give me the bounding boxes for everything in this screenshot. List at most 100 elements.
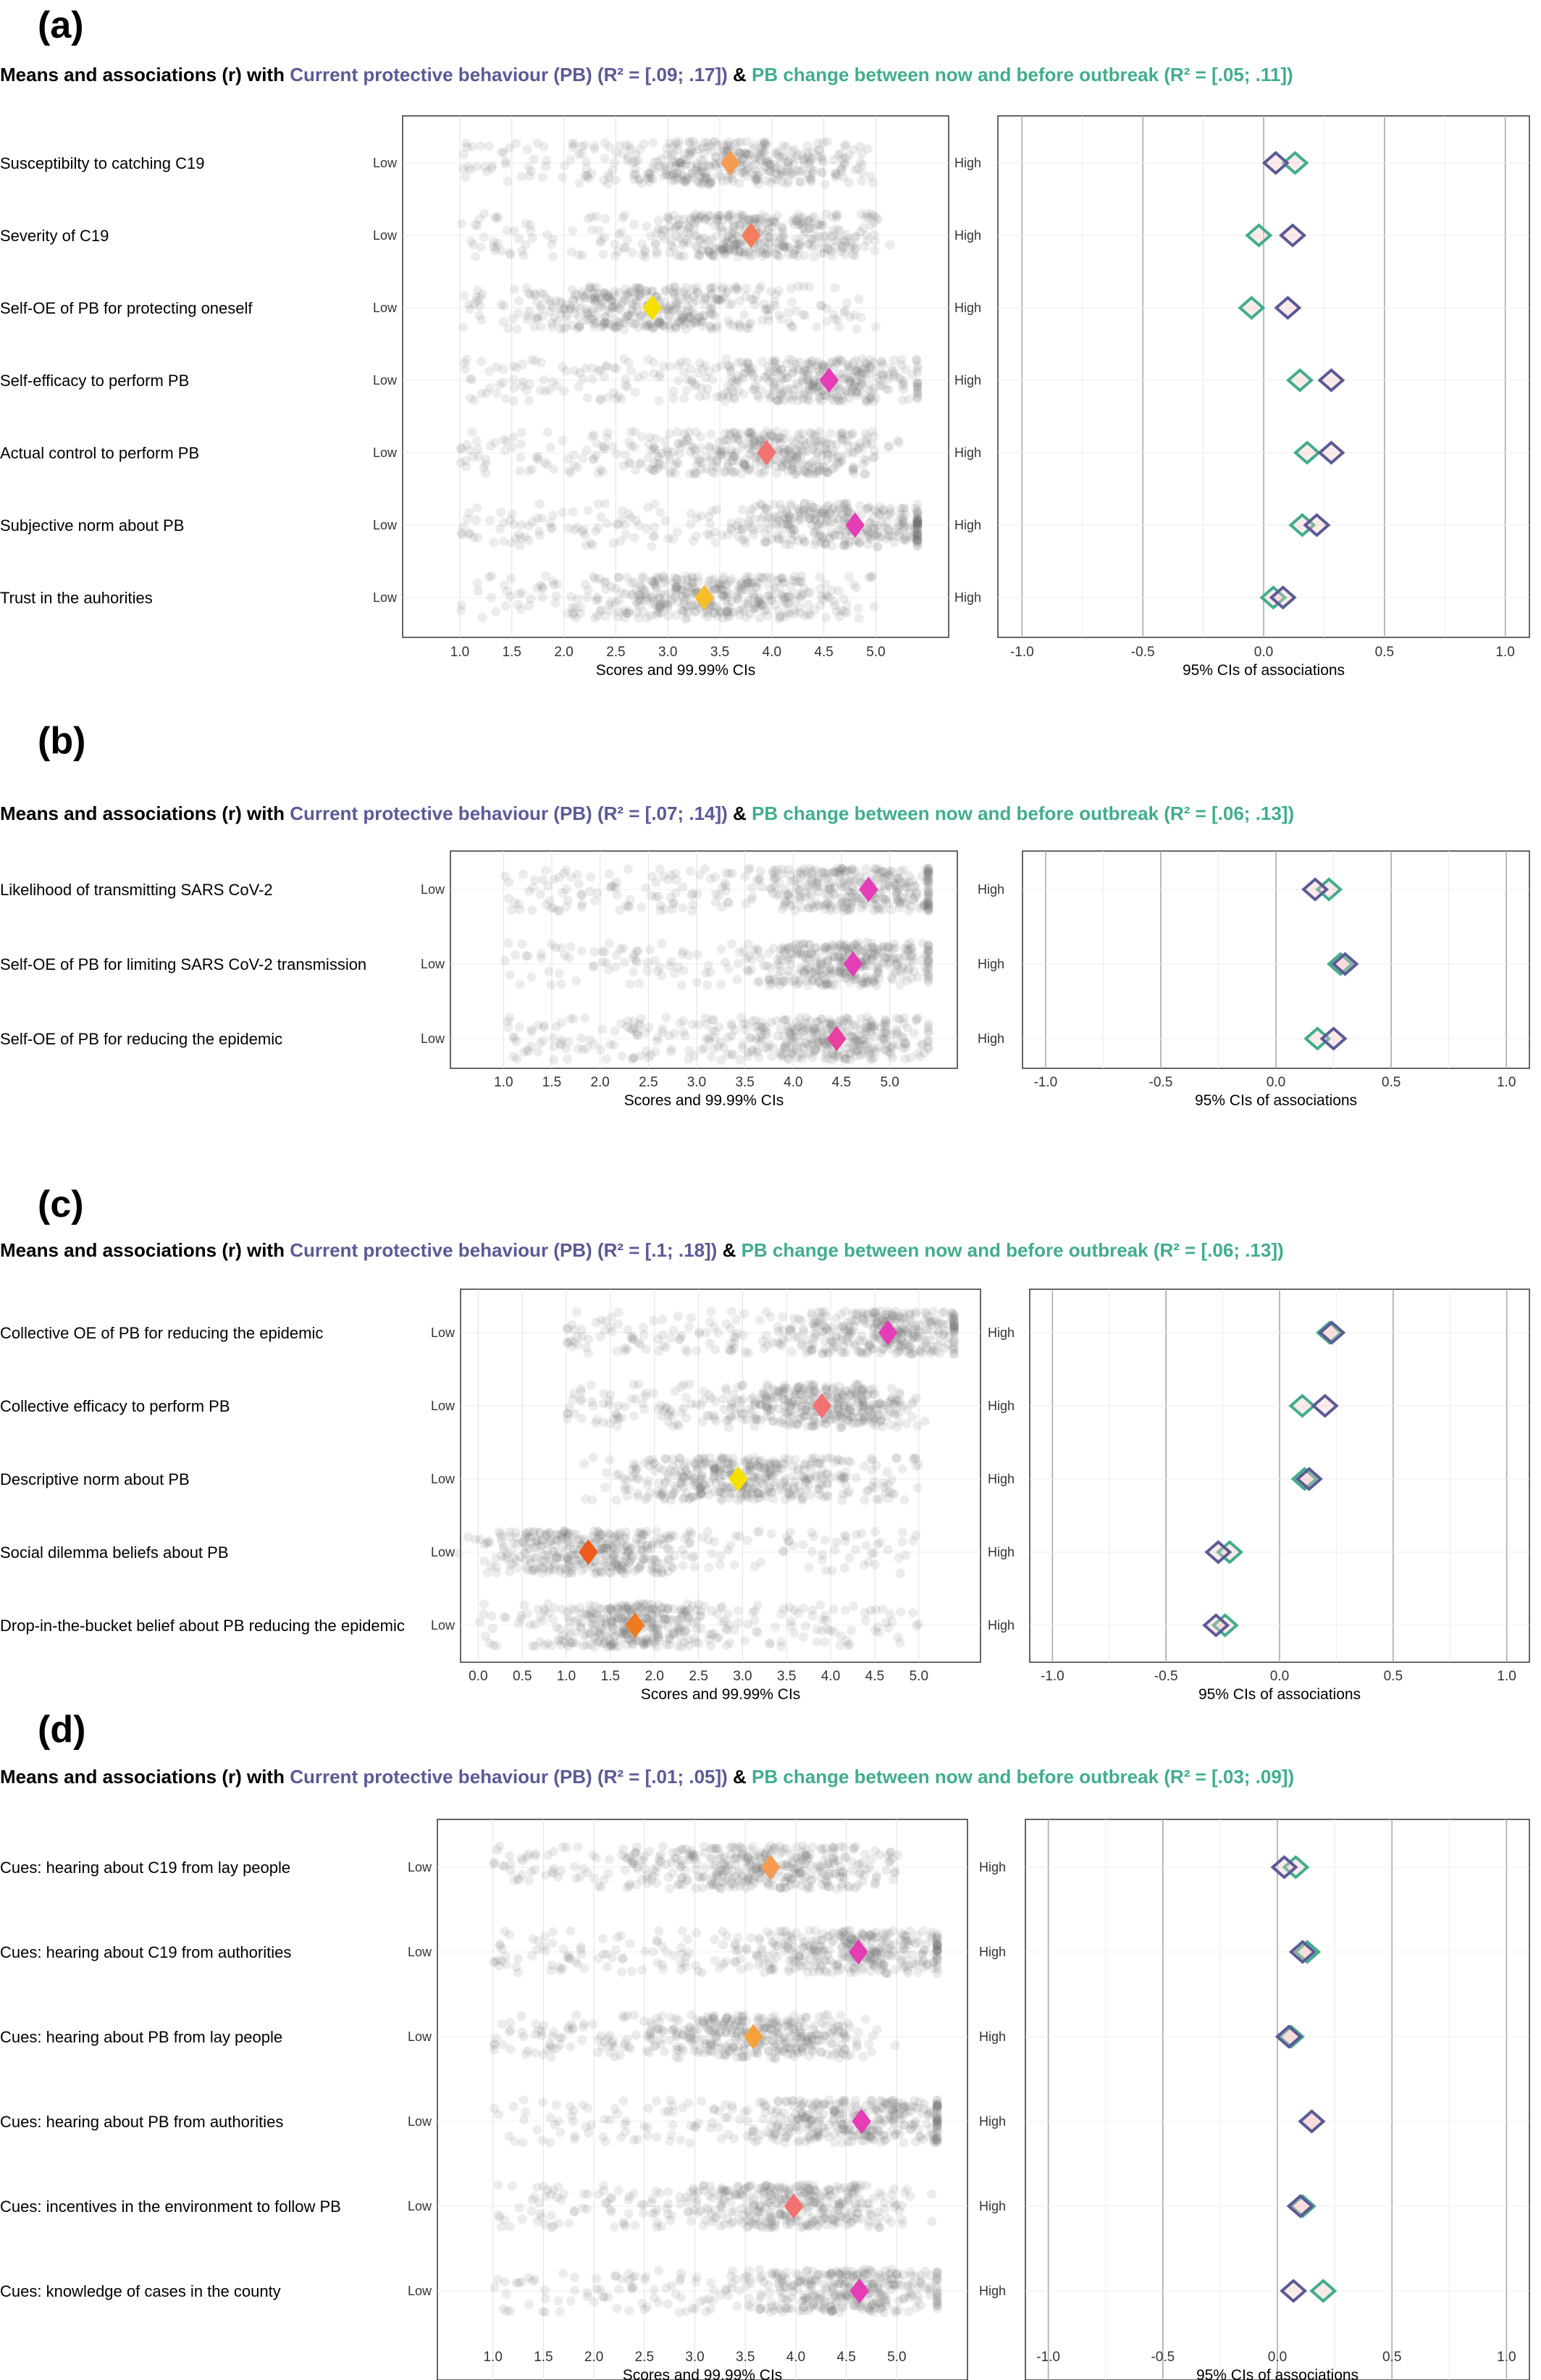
jitter-point [839, 157, 849, 167]
jitter-point [629, 219, 639, 230]
jitter-point [686, 161, 696, 171]
jitter-point [685, 146, 695, 156]
jitter-point [734, 178, 744, 188]
jitter-point [508, 396, 518, 406]
jitter-point [795, 878, 805, 888]
jitter-point [880, 1044, 890, 1055]
jitter-point [733, 146, 743, 156]
jitter-point [834, 322, 844, 332]
jitter-point [710, 161, 721, 171]
jitter-point [753, 180, 763, 189]
jitter-point [857, 149, 867, 159]
jitter-point [723, 388, 732, 398]
jitter-point [870, 217, 879, 227]
jitter-point [626, 144, 636, 154]
jitter-point [776, 169, 786, 179]
jitter-point [647, 163, 658, 173]
jitter-point [661, 1013, 671, 1023]
high-label: High [988, 1399, 1015, 1413]
jitter-point [679, 393, 689, 403]
jitter-point [828, 356, 838, 366]
jitter-point [662, 143, 672, 154]
jitter-point [870, 246, 880, 256]
jitter-point [817, 532, 827, 542]
jitter-point [635, 145, 645, 154]
jitter-point [778, 514, 789, 524]
jitter-point [648, 138, 658, 148]
jitter-point [645, 169, 655, 178]
jitter-point [557, 1018, 566, 1028]
jitter-point [820, 1344, 830, 1354]
jitter-point [812, 322, 822, 332]
jitter-point [465, 374, 475, 384]
jitter-point [778, 223, 788, 233]
jitter-point [792, 868, 802, 879]
jitter-point [707, 177, 717, 188]
jitter-point [838, 241, 848, 251]
jitter-point [765, 393, 775, 403]
jitter-point [837, 154, 847, 164]
jitter-point [723, 1049, 733, 1060]
jitter-point [808, 1028, 818, 1038]
jitter-point [523, 951, 533, 961]
jitter-point [687, 377, 697, 387]
jitter-point [754, 219, 764, 229]
jitter-point [509, 383, 519, 393]
jitter-point [602, 179, 613, 189]
jitter-point [521, 240, 531, 250]
low-label: Low [373, 156, 398, 170]
jitter-point [624, 141, 634, 151]
jitter-point [709, 252, 719, 262]
jitter-point [553, 316, 563, 326]
jitter-point [692, 1346, 702, 1356]
jitter-point [587, 374, 597, 384]
jitter-point [578, 453, 588, 464]
jitter-point [650, 522, 659, 532]
jitter-point [785, 1324, 795, 1334]
jitter-point [673, 1311, 683, 1321]
jitter-point [766, 177, 776, 188]
jitter-point [658, 1315, 667, 1325]
jitter-point [679, 251, 689, 261]
jitter-point [637, 902, 647, 913]
jitter-point [813, 152, 823, 162]
jitter-point [763, 226, 773, 235]
jitter-point [757, 251, 768, 261]
row-label: Self-OE of PB for reducing the epidemic [0, 1030, 282, 1048]
jitter-point [826, 902, 836, 913]
jitter-point [850, 245, 860, 254]
jitter-point [794, 243, 805, 253]
jitter-point [672, 169, 682, 179]
jitter-point [760, 243, 770, 253]
x-tick-label: -0.5 [1154, 1669, 1178, 1684]
jitter-point [674, 175, 684, 185]
jitter-point [524, 288, 534, 298]
row-label: Trust in the auhorities [0, 589, 153, 607]
jitter-point [717, 245, 727, 254]
jitter-point [604, 939, 614, 949]
jitter-point [757, 167, 767, 177]
jitter-point [885, 240, 895, 250]
jitter-point [769, 943, 779, 953]
jitter-point [465, 164, 475, 175]
pb-change-association-marker [1286, 368, 1314, 393]
jitter-point [859, 453, 869, 464]
jitter-point [794, 167, 805, 177]
jitter-point [693, 145, 703, 154]
jitter-point [784, 354, 794, 364]
jitter-point [779, 242, 789, 252]
jitter-point [755, 875, 765, 885]
jitter-point [757, 514, 767, 524]
jitter-point [833, 225, 843, 235]
jitter-point [765, 217, 775, 227]
jitter-point [611, 175, 621, 185]
jitter-point [696, 167, 706, 177]
jitter-point [807, 1311, 817, 1321]
jitter-point [686, 169, 697, 179]
jitter-point [770, 873, 781, 884]
jitter-point [736, 148, 746, 158]
jitter-point [837, 166, 847, 176]
jitter-point [567, 285, 577, 295]
jitter-point [741, 148, 751, 158]
